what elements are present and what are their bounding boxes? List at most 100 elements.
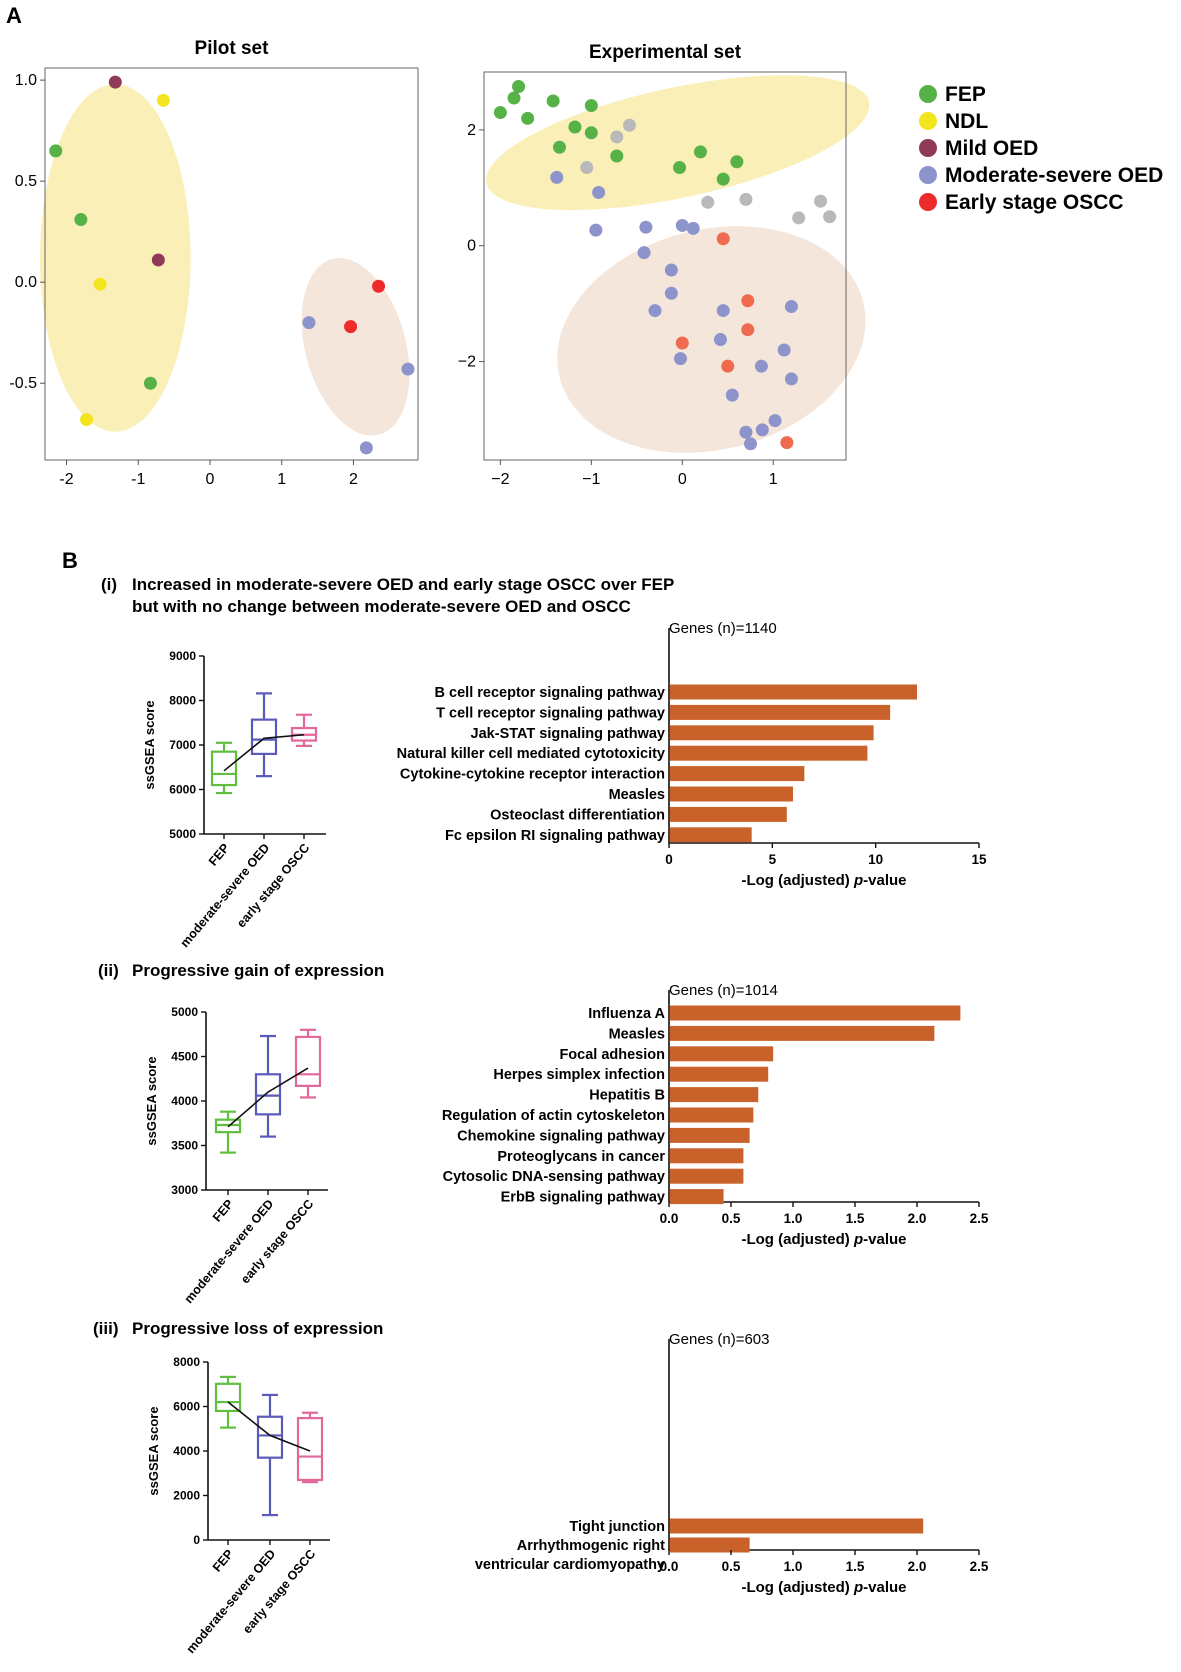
point-early-stage-oscc — [344, 320, 358, 334]
cluster-ellipse-1 — [486, 75, 870, 211]
point-early-stage-oscc — [741, 294, 755, 308]
x-tick-label: 1.5 — [846, 1559, 865, 1574]
point-fep — [673, 161, 687, 175]
x-tick-label: 0.5 — [722, 1211, 741, 1226]
point-moderate-severe-oed — [637, 246, 651, 260]
bar-tight-junction — [670, 1518, 924, 1534]
bar-t-cell-receptor-signaling-pathway — [670, 704, 891, 720]
point-grey — [739, 192, 753, 206]
x-tick-label: 0.0 — [660, 1559, 679, 1574]
x-tick-label: 2.0 — [908, 1211, 927, 1226]
legend-label-mild-oed: Mild OED — [945, 137, 1038, 160]
x-tick-label: early stage OSCC — [240, 1547, 318, 1636]
point-early-stage-oscc — [372, 279, 386, 293]
legend-marker-early-stage-oscc — [919, 193, 937, 211]
point-grey — [580, 161, 594, 175]
point-moderate-severe-oed — [784, 372, 798, 386]
y-axis-label: ssGSEA score — [142, 700, 157, 789]
y-tick-label: 8000 — [169, 694, 196, 708]
point-moderate-severe-oed — [592, 185, 606, 199]
x-axis-label-part: -Log (adjusted) — [741, 1579, 854, 1596]
y-tick-label: 8000 — [173, 1355, 200, 1369]
gene-count-title: Genes (n)=603 — [669, 1331, 769, 1348]
x-tick-label: 0.5 — [722, 1559, 741, 1574]
y-tick-label: 0.5 — [15, 173, 37, 190]
category-label: Herpes simplex infection — [493, 1067, 665, 1083]
x-tick-label: 1.0 — [784, 1559, 803, 1574]
point-moderate-severe-oed — [664, 263, 678, 277]
scatter-title: Pilot set — [195, 38, 270, 59]
bar-chart-i: Genes (n)=1140 B cell receptor signaling … — [397, 620, 987, 889]
box-moderate-severe-oed-iqr — [250, 718, 278, 756]
box-early-stage-oscc-iqr — [296, 1416, 324, 1482]
category-label: T cell receptor signaling pathway — [436, 705, 665, 721]
box-fep-iqr — [214, 1382, 242, 1413]
point-fep — [584, 99, 598, 113]
x-tick-label: 2.5 — [970, 1559, 989, 1574]
x-tick-label: 1 — [277, 471, 286, 488]
point-moderate-severe-oed — [743, 437, 757, 451]
cluster-ellipse-2 — [301, 258, 410, 436]
point-fep — [507, 91, 521, 105]
category-label: Measles — [609, 1026, 665, 1042]
category-label: Proteoglycans in cancer — [497, 1149, 665, 1165]
bar-cytosolic-dna-sensing-pathway — [670, 1168, 744, 1184]
point-grey — [823, 210, 837, 224]
point-fep — [521, 111, 535, 125]
y-tick-label: 4500 — [171, 1050, 198, 1064]
point-moderate-severe-oed — [673, 352, 687, 366]
y-tick-label: -0.5 — [9, 375, 37, 392]
panel-a-legend: FEP NDL Mild OED Moderate-severe OED Early s… — [919, 83, 1163, 214]
point-grey — [792, 211, 806, 225]
x-tick-label: 2.5 — [970, 1211, 989, 1226]
x-axis-label-part: -Log (adjusted) — [741, 1231, 854, 1248]
y-tick-label: 9000 — [169, 649, 196, 663]
section-i-title-line1: Increased in moderate-severe OED and ear… — [132, 575, 674, 594]
section-iii-label: (iii) — [93, 1319, 119, 1338]
category-label: Tight junction — [569, 1519, 665, 1535]
trend-line — [227, 1067, 309, 1128]
x-tick-label: 0 — [206, 471, 215, 488]
point-fep — [493, 106, 507, 120]
bar-chemokine-signaling-pathway — [670, 1127, 750, 1143]
y-tick-label: 1.0 — [15, 72, 37, 89]
y-tick-label: 5000 — [171, 1005, 198, 1019]
point-fep — [730, 155, 744, 169]
x-axis-label: -Log (adjusted) p-value — [741, 1231, 906, 1248]
y-axis-label: ssGSEA score — [146, 1406, 161, 1495]
cluster-ellipse-2 — [557, 226, 866, 453]
category-label: Focal adhesion — [559, 1047, 665, 1063]
x-tick-label: 15 — [971, 852, 987, 867]
x-tick-label: early stage OSCC — [238, 1197, 316, 1286]
legend-label-fep: FEP — [945, 83, 986, 106]
point-fep — [512, 79, 526, 93]
section-i-label: (i) — [101, 575, 117, 594]
y-tick-label: 4000 — [171, 1094, 198, 1108]
point-early-stage-oscc — [675, 336, 689, 350]
panel-b-label: B — [62, 548, 78, 573]
x-tick-label: -1 — [131, 471, 145, 488]
y-axis-label: ssGSEA score — [144, 1056, 159, 1145]
x-axis-label-part: -Log (adjusted) — [741, 872, 854, 889]
point-ndl — [156, 93, 170, 107]
point-grey — [623, 118, 637, 132]
section-ii-title: Progressive gain of expression — [132, 961, 384, 980]
point-early-stage-oscc — [741, 323, 755, 337]
section-iii-title: Progressive loss of expression — [132, 1319, 383, 1338]
y-tick-label: 2000 — [173, 1489, 200, 1503]
point-fep — [546, 94, 560, 108]
category-label: Cytokine-cytokine receptor interaction — [400, 767, 665, 783]
bar-natural-killer-cell-mediated-cytotoxicity — [670, 745, 868, 761]
bar-focal-adhesion — [670, 1046, 774, 1062]
bar-influenza-a — [670, 1005, 961, 1021]
bar-measles — [670, 786, 793, 802]
legend-label-early-stage-oscc: Early stage OSCC — [945, 191, 1124, 214]
x-tick-label: 5 — [769, 852, 777, 867]
category-label: Jak-STAT signaling pathway — [471, 726, 665, 742]
x-axis-label-part: -value — [863, 1579, 906, 1596]
point-moderate-severe-oed — [777, 343, 791, 357]
point-moderate-severe-oed — [713, 333, 727, 347]
